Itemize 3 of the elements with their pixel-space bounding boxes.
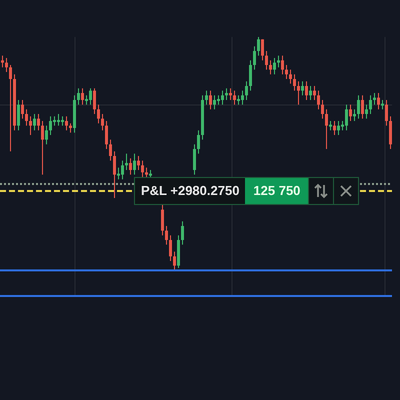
annotation: 125 750 bbox=[245, 178, 308, 204]
annotation: P&L +2980.2750 bbox=[135, 178, 246, 204]
position-label: P&L +2980.2750 125 750 bbox=[134, 177, 360, 205]
